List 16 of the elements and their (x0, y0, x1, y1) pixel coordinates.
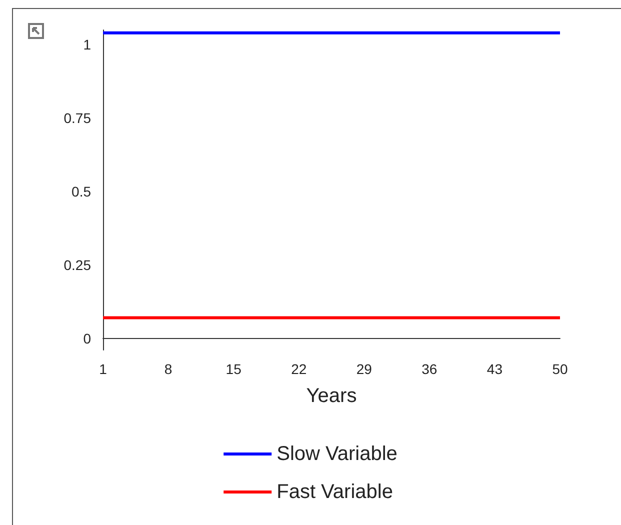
x-tick-label: 1 (99, 361, 108, 377)
y-tick-label: 0.5 (72, 183, 92, 200)
legend-label: Slow Variable (276, 443, 398, 465)
x-tick-label: 36 (422, 361, 438, 377)
legend-label: Fast Variable (276, 481, 393, 503)
x-tick-label: 8 (164, 361, 172, 377)
y-tick-label: 0 (83, 330, 92, 346)
x-axis-title: Years (306, 385, 357, 407)
x-tick-label: 43 (486, 361, 503, 377)
x-tick-label: 50 (552, 361, 568, 377)
y-tick-label: 0.25 (64, 256, 92, 273)
x-tick-label: 22 (291, 361, 307, 377)
y-tick-label: 0.75 (64, 110, 92, 126)
x-tick-label: 29 (356, 361, 372, 377)
y-tick-label: 1 (83, 36, 92, 53)
x-tick-label: 15 (226, 361, 242, 377)
